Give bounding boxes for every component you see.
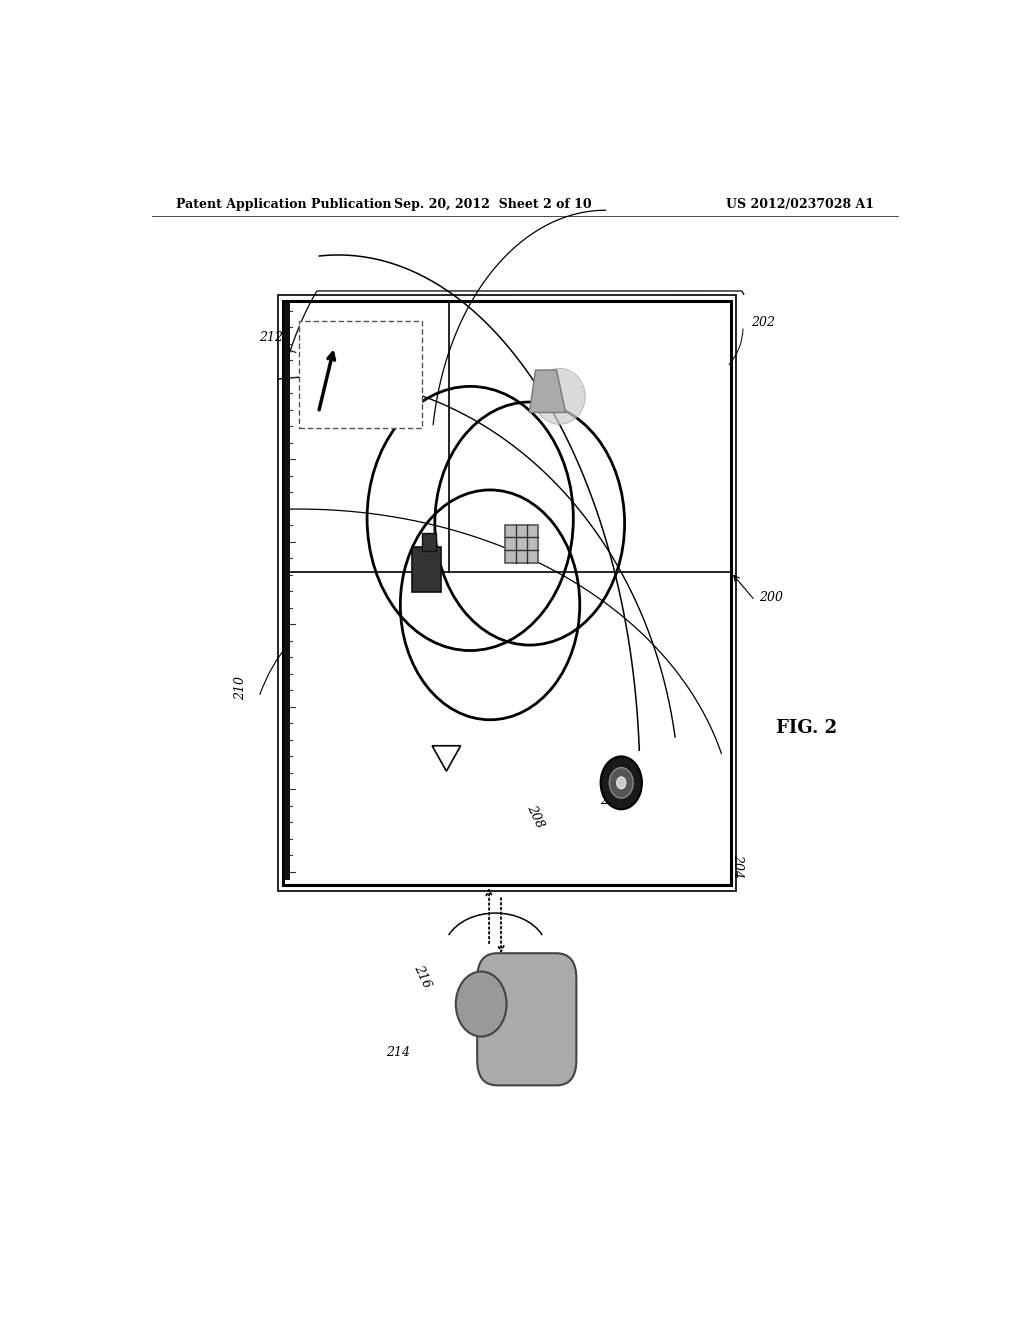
Text: 210: 210 [234, 676, 247, 700]
Text: 216: 216 [412, 962, 433, 990]
Bar [284, 302, 290, 880]
Text: 214: 214 [386, 1045, 410, 1059]
Bar [283, 301, 731, 886]
Ellipse shape [534, 368, 586, 424]
Bar [299, 321, 422, 428]
Text: FIG. 2: FIG. 2 [776, 718, 837, 737]
Text: Sep. 20, 2012  Sheet 2 of 10: Sep. 20, 2012 Sheet 2 of 10 [394, 198, 592, 211]
Text: Patent Application Publication: Patent Application Publication [176, 198, 391, 211]
Circle shape [601, 756, 642, 809]
Bar [278, 294, 736, 891]
Bar [413, 546, 441, 591]
Text: US 2012/0237028 A1: US 2012/0237028 A1 [726, 198, 873, 211]
Circle shape [609, 768, 633, 799]
Text: 202: 202 [751, 315, 775, 329]
Text: 206: 206 [600, 793, 625, 807]
Polygon shape [529, 370, 565, 413]
Circle shape [616, 776, 626, 789]
Text: 212: 212 [259, 331, 296, 352]
Text: 200: 200 [759, 590, 783, 603]
Circle shape [456, 972, 507, 1036]
Text: 218: 218 [549, 964, 567, 990]
Text: 208: 208 [524, 803, 547, 830]
Bar [422, 533, 436, 550]
Text: 204: 204 [731, 854, 744, 878]
FancyBboxPatch shape [477, 953, 577, 1085]
Bar [505, 524, 539, 564]
